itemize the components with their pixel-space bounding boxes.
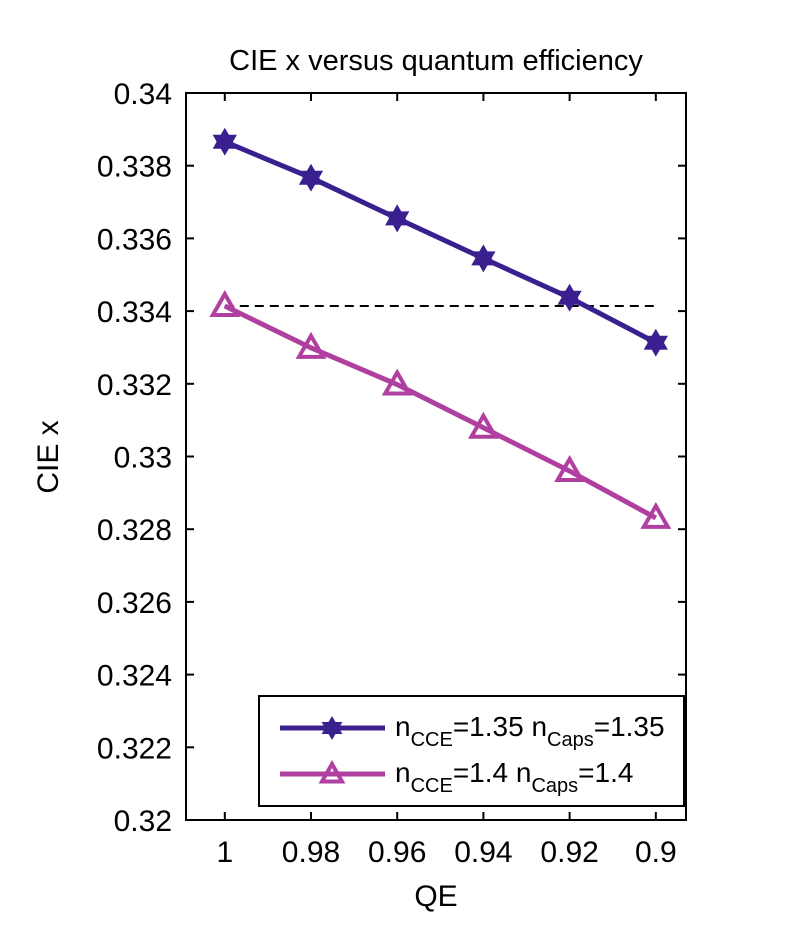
data-point-triangle bbox=[640, 501, 672, 529]
y-tick-label: 0.33 bbox=[114, 442, 172, 475]
series-line-2 bbox=[223, 303, 658, 521]
data-point-triangle bbox=[318, 759, 346, 784]
x-tick-label: 0.9 bbox=[635, 836, 677, 869]
x-axis-label: QE bbox=[414, 880, 457, 913]
data-point-triangle bbox=[209, 289, 241, 318]
x-tick-label: 0.96 bbox=[368, 836, 426, 869]
x-tick-label: 0.94 bbox=[454, 836, 512, 869]
y-tick-label: 0.324 bbox=[97, 660, 172, 693]
y-tick-label: 0.334 bbox=[97, 296, 172, 329]
y-tick-label: 0.34 bbox=[114, 78, 172, 111]
data-point-triangle bbox=[554, 455, 586, 483]
legend-box bbox=[258, 695, 685, 807]
legend-label: nCCE=1.4 nCaps=1.4 bbox=[395, 757, 633, 797]
data-point-triangle bbox=[295, 331, 327, 359]
series-line-1 bbox=[223, 139, 657, 345]
y-tick-label: 0.328 bbox=[97, 514, 172, 547]
plot-area bbox=[185, 92, 687, 821]
data-point-star bbox=[298, 163, 324, 192]
data-point-star bbox=[212, 127, 237, 156]
data-point-star bbox=[471, 244, 496, 273]
y-tick-label: 0.336 bbox=[97, 223, 172, 256]
data-point-star bbox=[557, 283, 582, 312]
data-point-star bbox=[385, 204, 410, 233]
y-tick-label: 0.332 bbox=[97, 369, 172, 402]
chart-title: CIE x versus quantum efficiency bbox=[229, 45, 643, 77]
x-tick-label: 0.92 bbox=[540, 836, 598, 869]
x-tick-label: 1 bbox=[216, 836, 233, 869]
legend: nCCE=1.35 nCaps=1.35 nCCE=1.4 nCaps=1.4 bbox=[258, 695, 685, 807]
data-point-triangle bbox=[381, 368, 413, 396]
y-tick-label: 0.326 bbox=[97, 587, 172, 620]
y-tick-label: 0.322 bbox=[97, 732, 172, 765]
y-axis-label: CIE x bbox=[32, 420, 65, 493]
y-tick-label: 0.338 bbox=[97, 151, 172, 184]
legend-label: nCCE=1.35 nCaps=1.35 bbox=[395, 711, 665, 751]
data-point-star bbox=[643, 328, 668, 357]
data-point-star bbox=[321, 716, 343, 740]
x-tick-label: 0.98 bbox=[282, 836, 340, 869]
y-tick-label: 0.32 bbox=[114, 805, 172, 838]
data-point-triangle bbox=[467, 411, 499, 439]
